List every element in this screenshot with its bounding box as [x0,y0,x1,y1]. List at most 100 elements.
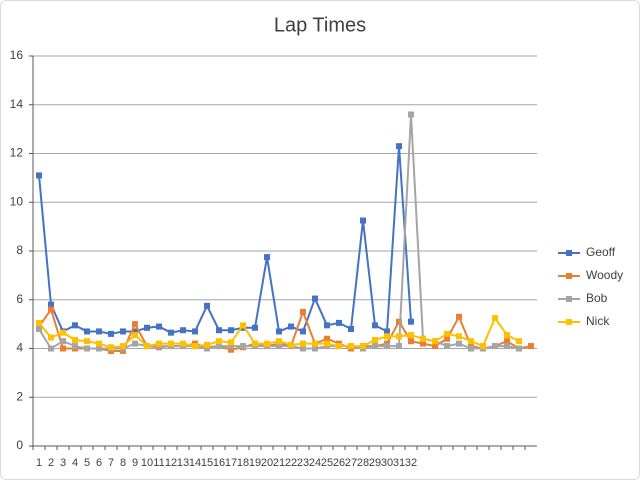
point [420,340,426,347]
x-tick-label: 3 [60,457,66,469]
point [120,328,126,335]
point [300,308,306,315]
x-tick-label: 22 [285,457,297,469]
point [180,340,186,347]
point [228,339,234,346]
point [468,338,474,345]
point [96,340,102,347]
point [288,323,294,330]
point [240,322,246,329]
point [60,338,66,345]
point [144,324,150,331]
point [216,327,222,334]
point [48,334,54,341]
point [264,340,270,347]
y-tick-label: 14 [10,97,24,111]
x-tick-label: 21 [273,457,285,469]
point [480,343,486,350]
x-tick-label: 15 [201,457,213,469]
point [468,345,474,352]
point [204,341,210,348]
point [456,313,462,320]
legend-marker [566,273,572,279]
x-tick-label: 6 [96,457,102,469]
x-tick-label: 18 [237,457,249,469]
point [156,323,162,330]
point [324,335,330,342]
y-tick-label: 8 [16,243,23,257]
legend-marker [566,319,572,325]
point [60,345,66,352]
legend-marker [566,296,572,302]
point [456,333,462,340]
x-tick-label: 30 [381,457,393,469]
point [324,340,330,347]
y-tick-label: 10 [10,194,24,208]
point [216,343,222,350]
point [444,343,450,350]
point [72,322,78,329]
x-tick-label: 2 [48,457,54,469]
x-tick-label: 29 [369,457,381,469]
point [144,343,150,350]
point [228,327,234,334]
point [48,345,54,352]
point [132,332,138,339]
x-tick-label: 4 [72,457,78,469]
point [204,302,210,309]
x-tick-label: 13 [177,457,189,469]
chart-title: Lap Times [274,14,366,36]
point [300,328,306,335]
point [312,345,318,352]
point [72,343,78,350]
x-tick-label: 25 [321,457,333,469]
point [48,301,54,308]
point [120,343,126,350]
point [108,330,114,337]
point [336,343,342,350]
x-tick-label: 19 [249,457,261,469]
legend-label: Geoff [586,245,616,259]
point [252,324,258,331]
point [444,330,450,337]
point [312,295,318,302]
point [312,340,318,347]
legend-label: Woody [586,268,623,282]
x-tick-label: 28 [357,457,369,469]
point [300,345,306,352]
point [432,343,438,350]
point [96,328,102,335]
point [492,315,498,322]
point [48,306,54,313]
point [456,340,462,347]
x-tick-label: 23 [297,457,309,469]
point [108,344,114,351]
x-tick-label: 7 [108,457,114,469]
point [192,343,198,350]
point [84,345,90,352]
point [396,318,402,325]
point [276,343,282,350]
x-tick-label: 12 [165,457,177,469]
point [228,343,234,350]
x-tick-label: 9 [132,457,138,469]
point [504,343,510,350]
point [72,336,78,343]
point [300,340,306,347]
point [360,217,366,224]
point [96,345,102,352]
point [372,343,378,350]
point [240,343,246,350]
point [252,340,258,347]
point [264,254,270,261]
point [504,338,510,345]
point [132,340,138,347]
point [204,345,210,352]
x-tick-label: 27 [345,457,357,469]
point [408,318,414,325]
point [84,328,90,335]
point [516,338,522,345]
x-tick-label: 8 [120,457,126,469]
point [408,332,414,339]
